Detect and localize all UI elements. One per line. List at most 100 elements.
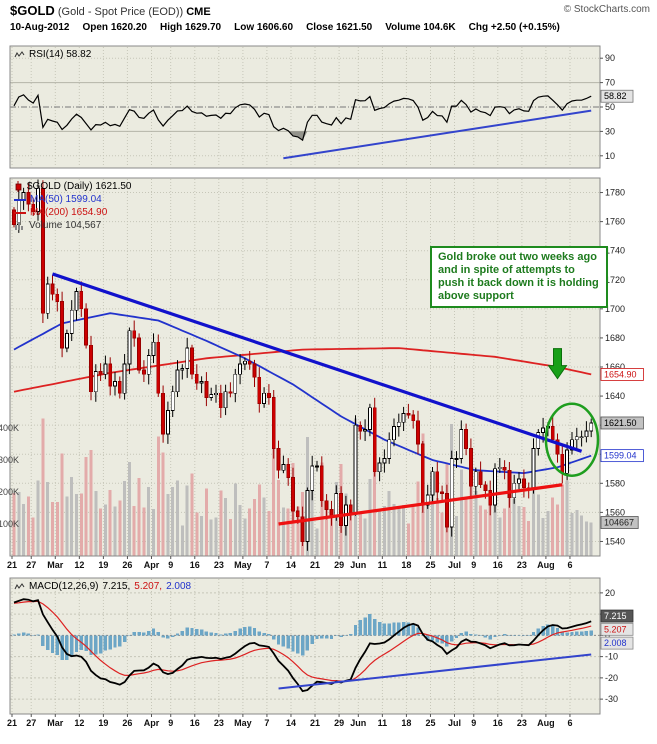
svg-text:9: 9 — [168, 560, 173, 570]
svg-text:1720: 1720 — [605, 275, 625, 285]
svg-text:Aug: Aug — [537, 560, 555, 570]
chart-header: $GOLD (Gold - Spot Price (EOD)) CME © St… — [10, 3, 650, 33]
svg-text:21: 21 — [310, 718, 320, 728]
svg-text:Jun: Jun — [350, 560, 366, 570]
svg-text:100K: 100K — [0, 519, 19, 529]
ma50-label: MA(50) 1599.04 — [30, 194, 102, 205]
svg-text:12: 12 — [74, 718, 84, 728]
svg-text:18: 18 — [401, 560, 411, 570]
ma200-line-icon — [14, 211, 26, 214]
chart-date: 10-Aug-2012 — [10, 22, 70, 33]
svg-text:12: 12 — [74, 560, 84, 570]
macd-value: 7.215, — [102, 581, 131, 592]
svg-text:7: 7 — [264, 718, 269, 728]
quote-open: Open 1620.20 — [82, 22, 147, 33]
macd-panel — [12, 598, 593, 693]
macd-legend: MACD(12,26,9) 7.215, 5.207, 2.008 — [14, 581, 191, 592]
svg-text:90: 90 — [605, 53, 615, 63]
price-legend-label: $GOLD (Daily) 1621.50 — [27, 181, 132, 192]
macd-name: MACD(12,26,9) — [29, 581, 99, 592]
quote-row: 10-Aug-2012 Open 1620.20 High 1629.70 Lo… — [10, 22, 650, 33]
ma50-line-icon — [14, 198, 26, 201]
breakout-arrow — [547, 348, 568, 380]
svg-text:1680: 1680 — [605, 333, 625, 343]
svg-text:Apr: Apr — [144, 560, 160, 570]
macd-signal-value: 5.207, — [134, 581, 163, 592]
breakout-ellipse — [544, 402, 600, 477]
svg-text:May: May — [234, 560, 252, 570]
svg-text:400K: 400K — [0, 423, 19, 433]
svg-text:14: 14 — [286, 560, 296, 570]
svg-text:7.215: 7.215 — [604, 611, 627, 621]
svg-text:Jul: Jul — [448, 718, 461, 728]
price-resistance-trendline — [51, 272, 583, 453]
symbol: $GOLD — [10, 3, 55, 18]
macd-line — [13, 598, 592, 693]
svg-text:1580: 1580 — [605, 478, 625, 488]
rsi-label: RSI(14) 58.82 — [29, 49, 92, 60]
price-support-trendline — [278, 483, 563, 526]
svg-text:1621.50: 1621.50 — [604, 418, 637, 428]
macd-hist-value: 2.008 — [166, 581, 192, 592]
svg-text:-10: -10 — [605, 652, 618, 662]
quote-volume: Volume 104.6K — [385, 22, 456, 33]
candlestick-icon — [15, 181, 22, 192]
indicator-icon — [14, 583, 25, 590]
svg-text:16: 16 — [190, 718, 200, 728]
svg-text:14: 14 — [286, 718, 296, 728]
quote-low: Low 1606.60 — [234, 22, 294, 33]
ma200-legend: MA(200) 1654.90 — [14, 207, 107, 218]
svg-text:1540: 1540 — [605, 536, 625, 546]
value-badges: 58.82 1654.90 1621.50 1599.04 104667 5.207 2.0… — [600, 89, 644, 650]
svg-text:23: 23 — [517, 560, 527, 570]
svg-text:58.82: 58.82 — [604, 91, 627, 101]
stockcharts-credit: © StockCharts.com — [563, 4, 650, 15]
volume-legend: Volume 104,567 — [14, 220, 101, 231]
svg-text:1780: 1780 — [605, 188, 625, 198]
svg-text:1599.04: 1599.04 — [604, 451, 637, 461]
svg-text:9: 9 — [471, 718, 476, 728]
svg-text:19: 19 — [98, 718, 108, 728]
svg-text:10: 10 — [605, 151, 615, 161]
svg-text:50: 50 — [605, 102, 615, 112]
quote-high: High 1629.70 — [159, 22, 222, 33]
svg-text:1740: 1740 — [605, 246, 625, 256]
svg-text:200K: 200K — [0, 487, 19, 497]
svg-text:23: 23 — [214, 718, 224, 728]
svg-text:Aug: Aug — [537, 718, 555, 728]
svg-text:16: 16 — [493, 718, 503, 728]
annotation-text-box: Gold broke out two weeks ago and in spit… — [430, 246, 608, 308]
svg-text:21: 21 — [7, 718, 17, 728]
svg-text:26: 26 — [122, 560, 132, 570]
svg-text:21: 21 — [310, 560, 320, 570]
svg-text:16: 16 — [493, 560, 503, 570]
svg-text:1560: 1560 — [605, 507, 625, 517]
rsi-legend: RSI(14) 58.82 — [14, 49, 91, 60]
svg-text:1660: 1660 — [605, 362, 625, 372]
exchange: CME — [186, 6, 211, 18]
svg-text:26: 26 — [122, 718, 132, 728]
svg-text:27: 27 — [26, 560, 36, 570]
svg-text:300K: 300K — [0, 455, 19, 465]
price-legend: $GOLD (Daily) 1621.50 — [14, 181, 132, 192]
svg-text:9: 9 — [168, 718, 173, 728]
ma50-legend: MA(50) 1599.04 — [14, 194, 102, 205]
svg-text:20: 20 — [605, 588, 615, 598]
svg-text:6: 6 — [567, 718, 572, 728]
svg-text:27: 27 — [26, 718, 36, 728]
svg-text:19: 19 — [98, 560, 108, 570]
volume-label: Volume 104,567 — [29, 220, 102, 231]
svg-text:21: 21 — [7, 560, 17, 570]
volume-bars-icon — [15, 222, 23, 230]
svg-text:5.207: 5.207 — [604, 624, 627, 634]
svg-text:6: 6 — [567, 560, 572, 570]
svg-text:104667: 104667 — [604, 518, 634, 528]
svg-text:Jun: Jun — [350, 718, 366, 728]
rsi-trendline — [283, 109, 592, 160]
title-row: $GOLD (Gold - Spot Price (EOD)) CME © St… — [10, 3, 650, 18]
svg-text:Apr: Apr — [144, 718, 160, 728]
svg-text:11: 11 — [378, 560, 388, 570]
svg-text:Mar: Mar — [47, 560, 64, 570]
macd-signal-line — [13, 600, 592, 682]
